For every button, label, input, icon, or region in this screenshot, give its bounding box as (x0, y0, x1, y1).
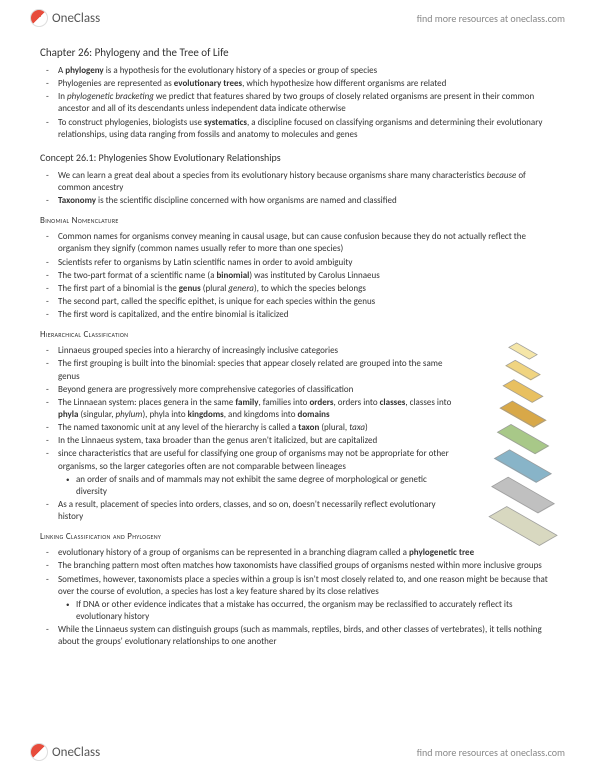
level-class (496, 424, 548, 454)
sub-list-item: If DNA or other evidence indicates that … (76, 599, 555, 623)
list-item: Sometimes, however, taxonomists place a … (58, 574, 555, 598)
brand-logo: OneClass (30, 9, 100, 27)
binomial-list: Common names for organisms convey meanin… (40, 231, 555, 321)
list-item: The two-part format of a scientific name… (58, 270, 555, 282)
header-tagline: find more resources at oneclass.com (417, 12, 565, 25)
list-item: Phylogenies are represented as evolution… (58, 78, 555, 90)
list-item: In the Linnaeus system, taxa broader tha… (58, 435, 455, 447)
logo-icon (30, 9, 48, 27)
level-kingdom (491, 477, 555, 514)
list-item: Beyond genera are progressively more com… (58, 384, 455, 396)
footer-brand-name: OneClass (52, 745, 100, 760)
list-item: Linnaeus grouped species into a hierarch… (58, 345, 455, 357)
page-header: OneClass find more resources at oneclass… (0, 0, 595, 36)
taxonomy-hierarchy-figure (480, 345, 565, 525)
level-family (502, 379, 543, 403)
list-item: evolutionary history of a group of organ… (58, 547, 555, 559)
list-item: Taxonomy is the scientific discipline co… (58, 195, 555, 207)
list-item: The first grouping is built into the bin… (58, 358, 455, 382)
footer-logo: OneClass (30, 743, 100, 761)
chapter-title: Chapter 26: Phylogeny and the Tree of Li… (40, 46, 555, 59)
list-item: The first word is capitalized, and the e… (58, 309, 555, 321)
list-item: A phylogeny is a hypothesis for the evol… (58, 65, 555, 77)
list-item: The first part of a binomial is the genu… (58, 283, 555, 295)
concept-list: We can learn a great deal about a specie… (40, 170, 555, 207)
list-item: Common names for organisms convey meanin… (58, 231, 555, 255)
list-item: The Linnaean system: places genera in th… (58, 397, 455, 421)
hierarchical-heading: Hierarchical Classification (40, 329, 555, 340)
list-item: While the Linnaeus system can distinguis… (58, 624, 555, 648)
hierarchical-list: Linnaeus grouped species into a hierarch… (40, 345, 555, 523)
list-item: In phylogenetic bracketing we predict th… (58, 91, 555, 115)
intro-list: A phylogeny is a hypothesis for the evol… (40, 65, 555, 141)
binomial-heading: Binomial Nomenclature (40, 215, 555, 226)
list-item: Scientists refer to organisms by Latin s… (58, 257, 555, 269)
linking-heading: Linking Classification and Phylogeny (40, 531, 555, 542)
list-item: As a result, placement of species into o… (58, 499, 455, 523)
footer-logo-icon (30, 743, 48, 761)
level-species (508, 342, 538, 359)
page-footer: OneClass find more resources at oneclass… (0, 734, 595, 770)
list-item: since characteristics that are useful fo… (58, 448, 455, 472)
level-order (499, 401, 546, 428)
linking-list: evolutionary history of a group of organ… (40, 547, 555, 648)
footer-tagline: find more resources at oneclass.com (417, 746, 565, 759)
list-item: The branching pattern most often matches… (58, 560, 555, 572)
list-item: The second part, called the specific epi… (58, 296, 555, 308)
list-item: The named taxonomic unit at any level of… (58, 422, 455, 434)
document-body: Chapter 26: Phylogeny and the Tree of Li… (0, 36, 595, 648)
brand-name: OneClass (52, 11, 100, 26)
level-genus (505, 360, 540, 380)
list-item: We can learn a great deal about a specie… (58, 170, 555, 194)
sub-list-item: an order of snails and of mammals may no… (76, 474, 455, 498)
list-item: To construct phylogenies, biologists use… (58, 117, 555, 141)
level-phylum (494, 449, 552, 482)
concept-title: Concept 26.1: Phylogenies Show Evolution… (40, 151, 555, 164)
